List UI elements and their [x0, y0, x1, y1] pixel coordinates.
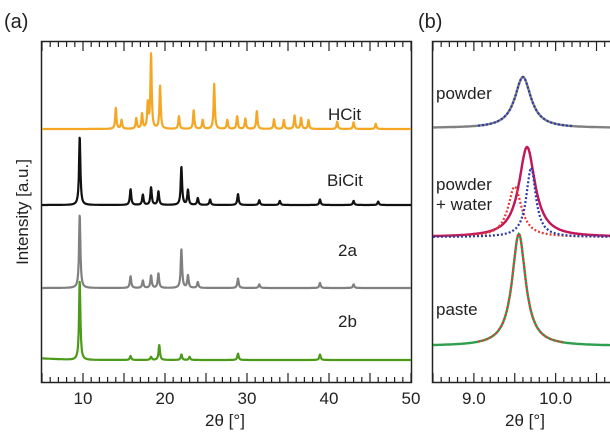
- fit-line-2-0: [477, 232, 564, 344]
- panel-b-tick-labels: 9.0 10.0: [462, 389, 572, 408]
- series-line-bicit: [41, 136, 412, 207]
- x-tick-label: 10.0: [539, 389, 572, 408]
- fit-line-1-2: [433, 165, 610, 238]
- fit-line-0-0: [477, 75, 572, 128]
- subpanel-label-powder-water-line1: powder: [436, 175, 492, 194]
- subpanel-label-powder-water-line2: + water: [436, 195, 493, 214]
- series-label-2a: 2a: [338, 241, 357, 260]
- panel-a-label: (a): [4, 11, 28, 33]
- series-line-hcit: [41, 52, 412, 131]
- panel-a: (a) 10 20 30 40 50 2θ [°] Intensity [a.u.] H…: [4, 11, 420, 430]
- x-tick-label: 50: [402, 389, 421, 408]
- panel-a-ticks: [41, 42, 412, 382]
- panel-a-x-axis-label: 2θ [°]: [205, 411, 245, 430]
- subpanel-label-powder: powder: [436, 84, 492, 103]
- panel-b: (b) 9.0 10.0 2θ [°] powder powder + water…: [418, 11, 610, 430]
- panel-b-frame: [431, 40, 610, 384]
- panel-b-ticks: [432, 42, 606, 382]
- measured-line-2: [433, 232, 610, 347]
- x-tick-label: 40: [320, 389, 339, 408]
- series-label-2b: 2b: [338, 312, 357, 331]
- panel-a-series: [41, 52, 412, 362]
- panel-b-x-axis-label: 2θ [°]: [505, 411, 545, 430]
- x-tick-label: 9.0: [462, 389, 486, 408]
- series-label-hcit: HCit: [328, 105, 361, 124]
- panel-b-series: [433, 75, 610, 347]
- x-tick-label: 10: [74, 389, 93, 408]
- series-line-2b: [41, 280, 412, 362]
- panel-a-y-axis-label: Intensity [a.u.]: [13, 159, 32, 265]
- subpanel-label-paste: paste: [436, 300, 478, 319]
- panel-a-frame: [40, 40, 413, 384]
- x-tick-label: 30: [238, 389, 257, 408]
- panel-a-tick-labels: 10 20 30 40 50: [74, 389, 421, 408]
- x-tick-label: 20: [156, 389, 175, 408]
- panel-b-label: (b): [418, 11, 442, 33]
- series-label-bicit: BiCit: [327, 171, 363, 190]
- subpanel-label-powder-water: powder + water: [436, 175, 497, 214]
- series-line-2a: [41, 214, 412, 290]
